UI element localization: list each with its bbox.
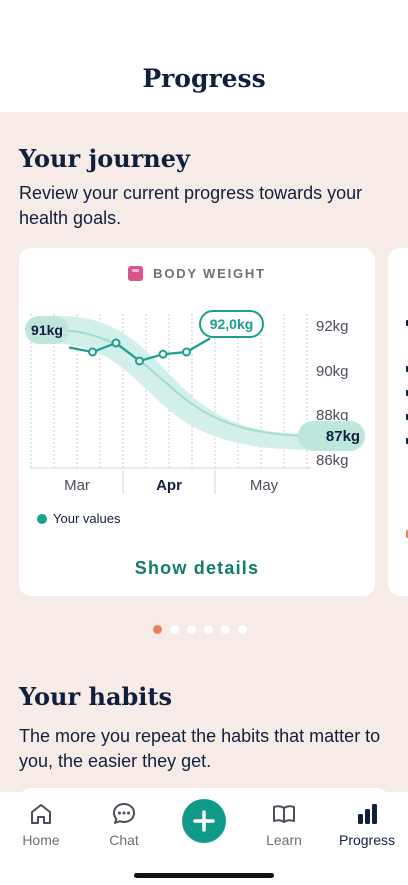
y-tick-label: 90kg [316,363,349,380]
peek-text-fragment [406,438,408,444]
habits-card-peek[interactable] [19,788,389,792]
show-details-button[interactable]: Show details [19,558,375,579]
tab-chat-label: Chat [109,832,139,848]
scale-icon [128,266,144,281]
tab-bar: Home Chat Learn Progress [0,792,408,885]
peek-text-fragment [406,414,408,420]
tab-home-label: Home [22,832,60,848]
pager-dot[interactable] [238,625,247,634]
weight-chart: 91kg 92,0kg 92kg 90kg 88kg 86kg 87kg Mar… [25,310,365,494]
peek-accent-dot [406,530,408,538]
journey-title: Your journey [19,144,190,173]
progress-content[interactable]: Your journey Review your current progres… [0,112,408,792]
x-tick-label: Mar [64,477,90,494]
peek-text-fragment [406,320,408,326]
carousel-pager[interactable] [0,625,408,634]
card-header: BODY WEIGHT [19,266,375,281]
add-button[interactable] [182,799,226,843]
projection-trend-line [58,329,320,437]
x-tick-label-active: Apr [156,477,182,494]
pager-dot[interactable] [221,625,230,634]
y-tick-label: 92kg [316,318,349,335]
value-point [182,347,191,357]
chat-icon [113,803,135,824]
y-tick-label: 88kg [316,407,349,424]
tab-learn[interactable]: Learn [244,800,324,848]
value-point [135,356,144,366]
tab-progress[interactable]: Progress [327,800,407,848]
value-point [88,347,97,357]
goal-weight-badge: 87kg [326,428,360,445]
habits-subtitle: The more you repeat the habits that matt… [19,726,381,771]
tab-chat[interactable]: Chat [84,800,164,848]
body-weight-card[interactable]: BODY WEIGHT [19,248,375,596]
book-icon [273,805,295,823]
pager-dot[interactable] [187,625,196,634]
tab-learn-label: Learn [266,832,302,848]
habits-title: Your habits [19,682,172,711]
pager-dot-active[interactable] [153,625,162,634]
next-card-peek[interactable] [388,248,408,596]
pager-dot[interactable] [170,625,179,634]
page-title: Progress [142,64,266,93]
tab-home[interactable]: Home [1,800,81,848]
add-icon [193,810,215,832]
start-badge-bg [25,316,69,344]
legend-dot [37,513,47,524]
peek-text-fragment [406,366,408,372]
card-title: BODY WEIGHT [153,266,266,281]
current-weight-badge: 92,0kg [210,316,254,332]
y-tick-label: 86kg [316,452,349,469]
header: Progress [0,0,408,112]
goal-badge-bg [298,421,365,451]
tab-progress-label: Progress [338,832,396,848]
current-badge-bg [199,310,264,338]
value-point [111,338,121,348]
peek-text-fragment [406,390,408,396]
pager-dot[interactable] [204,625,213,634]
bar-chart-icon [358,804,377,824]
home-icon [31,804,51,824]
chart-legend: Your values [37,511,120,526]
legend-label: Your values [53,511,121,526]
journey-subtitle: Review your current progress towards you… [19,183,363,228]
start-weight-badge: 91kg [31,322,63,338]
home-indicator [134,873,274,878]
value-point [158,349,168,359]
x-tick-label: May [250,477,279,494]
